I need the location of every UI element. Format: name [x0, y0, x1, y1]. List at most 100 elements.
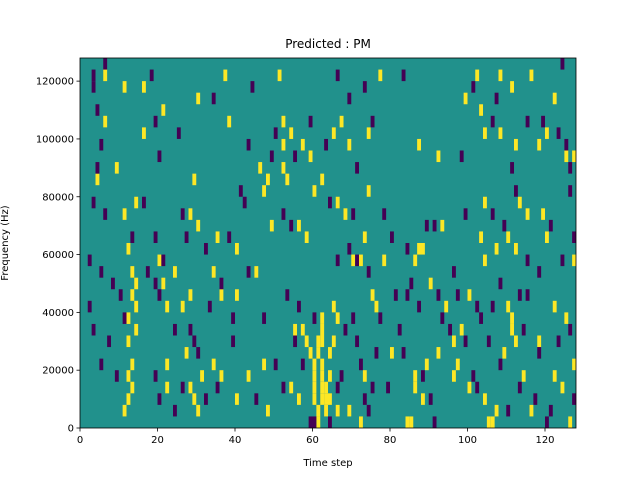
heatmap-cell-low — [238, 185, 243, 197]
y-tick-label: 0 — [68, 424, 74, 435]
heatmap-cell-low — [362, 393, 367, 405]
y-axis-label: Frequency (Hz) — [0, 205, 11, 281]
heatmap-cell-high — [370, 289, 375, 301]
heatmap-cell-low — [560, 58, 565, 70]
heatmap-cell-high — [374, 300, 379, 313]
heatmap-cell-high — [219, 289, 224, 301]
heatmap-cell-high — [308, 150, 313, 163]
heatmap-cell-low — [269, 150, 274, 163]
heatmap-cell-high — [293, 323, 298, 336]
heatmap-cell-low — [95, 104, 100, 116]
heatmap-cell-low — [176, 127, 181, 139]
heatmap-cell-low — [448, 323, 453, 336]
heatmap-cell-low — [560, 254, 565, 267]
heatmap-cell-low — [281, 381, 286, 394]
x-tick-label: 120 — [535, 435, 554, 446]
heatmap-cell-low — [514, 185, 518, 197]
heatmap-cell-low — [161, 254, 166, 267]
heatmap-cell-high — [246, 370, 251, 382]
heatmap-cell-high — [308, 347, 313, 359]
heatmap-cell-high — [417, 138, 422, 151]
x-tick-label: 40 — [229, 435, 242, 446]
chart-title: Predicted : PM — [285, 37, 371, 51]
heatmap-cell-low — [502, 219, 507, 232]
heatmap-cell-high — [297, 393, 301, 405]
heatmap-cell-high — [312, 185, 317, 197]
heatmap-cell-low — [180, 381, 185, 394]
heatmap-cell-high — [572, 358, 577, 371]
heatmap-cell-high — [262, 185, 267, 197]
heatmap-cell-high — [490, 416, 495, 428]
plot-area — [79, 57, 577, 429]
heatmap-cell-low — [219, 277, 224, 290]
heatmap-cell-low — [401, 347, 406, 359]
heatmap-cell-high — [126, 243, 131, 255]
heatmap-cell-high — [537, 138, 542, 151]
heatmap-cell-high — [541, 208, 546, 220]
heatmap-cell-high — [320, 358, 325, 371]
heatmap-cell-high — [161, 104, 166, 116]
heatmap-cell-high — [572, 150, 577, 163]
heatmap-cell-high — [316, 335, 321, 348]
heatmap-cell-high — [413, 381, 418, 394]
heatmap-cell-low — [393, 289, 398, 301]
heatmap-cell-high — [200, 370, 205, 382]
heatmap-cell-high — [312, 381, 317, 394]
heatmap-cell-low — [157, 393, 162, 405]
heatmap-cell-low — [103, 208, 108, 220]
y-tick-label: 100000 — [36, 134, 74, 145]
heatmap-cell-low — [231, 335, 236, 348]
heatmap-cell-low — [386, 381, 391, 394]
heatmap-cell-low — [107, 335, 112, 348]
heatmap-cell-high — [266, 173, 270, 186]
heatmap-cell-high — [95, 173, 100, 186]
heatmap-cell-low — [405, 289, 410, 301]
heatmap-cell-high — [421, 393, 425, 405]
heatmap-cell-low — [359, 358, 363, 371]
heatmap-cell-low — [494, 92, 499, 105]
heatmap-cell-low — [351, 312, 356, 324]
heatmap-cell-low — [308, 115, 313, 128]
heatmap-cell-low — [157, 289, 162, 301]
heatmap-cell-high — [320, 335, 325, 348]
heatmap-cell-high — [130, 289, 135, 301]
heatmap-cell-high — [184, 347, 189, 359]
heatmap-cell-high — [126, 335, 131, 348]
heatmap-cell-high — [467, 381, 472, 394]
heatmap-cell-low — [153, 231, 158, 243]
heatmap-cell-high — [130, 266, 135, 278]
heatmap-cell-low — [568, 323, 573, 336]
heatmap-cell-low — [122, 312, 127, 324]
heatmap-cell-high — [122, 404, 127, 417]
heatmap-cell-low — [409, 277, 414, 290]
heatmap-cell-low — [347, 243, 352, 255]
heatmap-cell-low — [521, 323, 526, 336]
heatmap-cell-high — [277, 69, 282, 82]
heatmap-cell-high — [300, 323, 305, 336]
heatmap-cell-high — [545, 127, 549, 139]
heatmap-cell-low — [459, 150, 464, 163]
heatmap-cell-high — [359, 416, 363, 428]
heatmap-cell-high — [572, 254, 577, 267]
heatmap-cell-high — [510, 312, 515, 324]
heatmap-cell-low — [273, 127, 278, 139]
x-tick-label: 0 — [77, 435, 83, 446]
heatmap-cell-high — [409, 416, 414, 428]
heatmap-cell-high — [514, 335, 518, 348]
heatmap-cell-high — [545, 231, 549, 243]
heatmap-cell-low — [382, 208, 387, 220]
heatmap-cell-low — [498, 277, 503, 290]
heatmap-cell-low — [347, 92, 352, 105]
heatmap-cell-high — [436, 347, 441, 359]
heatmap-cell-high — [483, 254, 487, 267]
heatmap-cell-high — [285, 173, 290, 186]
heatmap-cell-low — [455, 289, 460, 301]
heatmap-cell-high — [134, 300, 139, 313]
heatmap-cell-low — [184, 231, 189, 243]
heatmap-cell-low — [145, 266, 150, 278]
heatmap-cell-low — [312, 416, 317, 428]
heatmap-cell-low — [537, 347, 542, 359]
x-tick-label: 80 — [384, 435, 397, 446]
heatmap-cell-low — [432, 219, 437, 232]
